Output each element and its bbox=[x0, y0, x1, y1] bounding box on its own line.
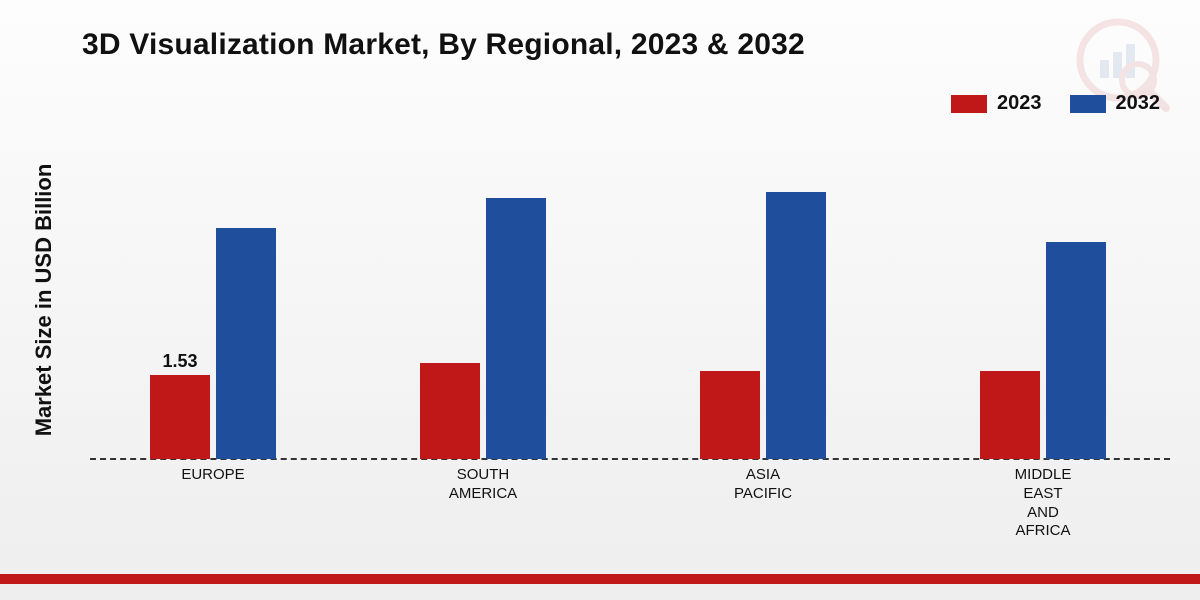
legend: 2023 2032 bbox=[951, 92, 1160, 115]
x-axis-label: SOUTHAMERICA bbox=[403, 466, 563, 504]
chart-title: 3D Visualization Market, By Regional, 20… bbox=[82, 28, 805, 62]
legend-label-2023: 2023 bbox=[997, 92, 1042, 115]
bar bbox=[216, 228, 276, 459]
bar-value-label: 1.53 bbox=[150, 351, 210, 372]
plot-area: 1.53 bbox=[90, 130, 1170, 460]
bar-group bbox=[700, 130, 826, 460]
bar bbox=[486, 198, 546, 459]
legend-label-2032: 2032 bbox=[1116, 92, 1161, 115]
legend-item-2032: 2032 bbox=[1070, 92, 1161, 115]
chart-stage: 3D Visualization Market, By Regional, 20… bbox=[0, 0, 1200, 600]
legend-item-2023: 2023 bbox=[951, 92, 1042, 115]
bar bbox=[150, 375, 210, 459]
x-axis-label: MIDDLEEASTANDAFRICA bbox=[963, 466, 1123, 541]
bar-group bbox=[420, 130, 546, 460]
legend-swatch-2032 bbox=[1070, 95, 1106, 113]
x-axis-labels: EUROPE SOUTHAMERICA ASIAPACIFIC MIDDLEEASTA… bbox=[90, 466, 1170, 546]
y-axis-label: Market Size in USD Billion bbox=[31, 164, 57, 437]
bar bbox=[766, 192, 826, 459]
bar-group bbox=[980, 130, 1106, 460]
x-axis-label: EUROPE bbox=[133, 466, 293, 485]
bar bbox=[980, 371, 1040, 459]
bar-group: 1.53 bbox=[150, 130, 276, 460]
bar bbox=[420, 363, 480, 459]
bar bbox=[1046, 242, 1106, 459]
legend-swatch-2023 bbox=[951, 95, 987, 113]
bar bbox=[700, 371, 760, 459]
x-axis-label: ASIAPACIFIC bbox=[683, 466, 843, 504]
footer-accent-bar bbox=[0, 574, 1200, 584]
